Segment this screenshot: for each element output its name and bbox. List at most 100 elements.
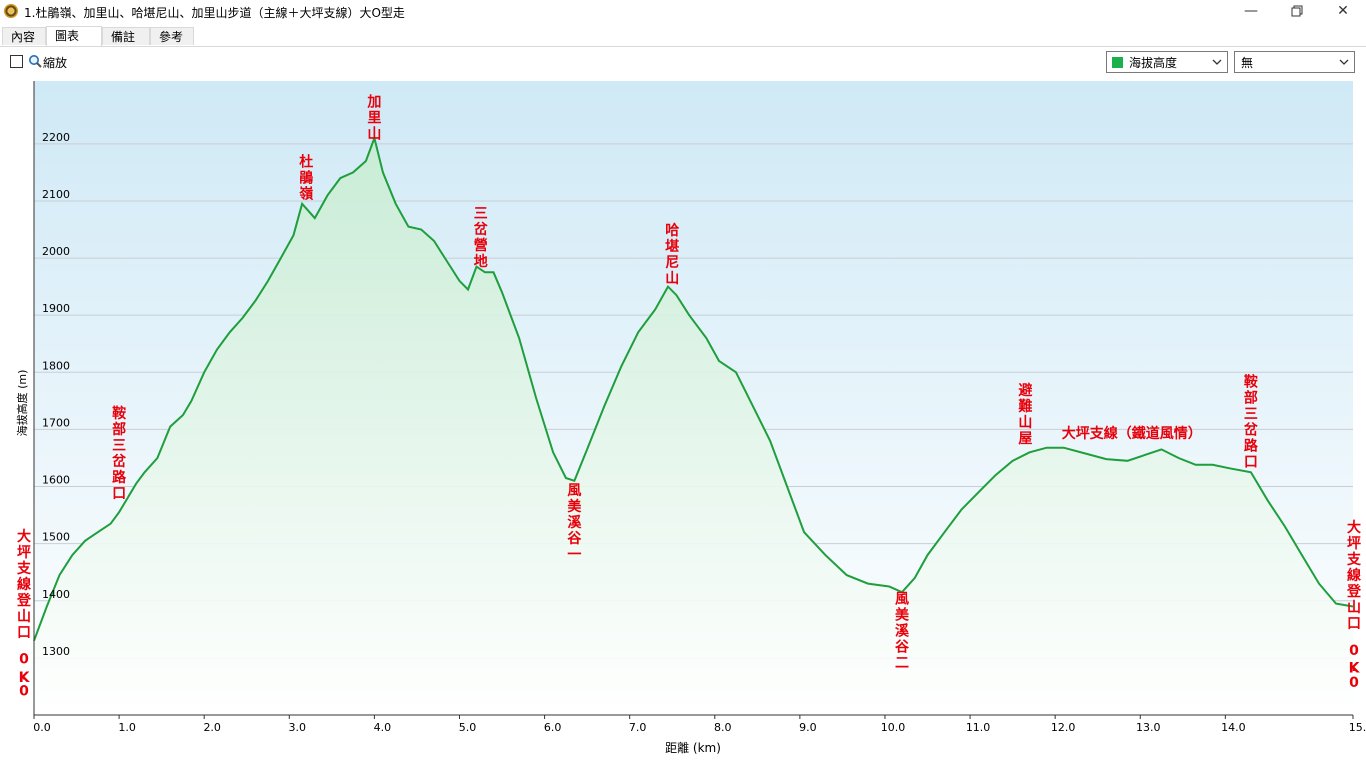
annotations: 大坪支線登山口0.0K鞍部三岔路口杜鵑嶺加里山三岔營地風美溪谷一哈堪尼山風美溪谷… (16, 95, 1362, 700)
annotation-label: 山 (367, 127, 381, 143)
annotation-label: 線 (1347, 567, 1361, 584)
annotation-label: 溪 (895, 623, 910, 640)
zoom-label: 縮放 (43, 56, 68, 70)
tab-chart[interactable]: 圖表 (46, 26, 102, 46)
x-tick-label: 6.0 (544, 721, 562, 734)
series-color-swatch (1112, 57, 1123, 68)
annotation-label: 路 (1244, 438, 1259, 455)
annotation-label: 岔 (474, 221, 489, 238)
zoom-checkbox[interactable] (10, 55, 23, 68)
annotation-label: . (1351, 659, 1356, 675)
tab-notes[interactable]: 備註 (102, 27, 150, 45)
annotation-label: 美 (895, 607, 910, 624)
y-tick-label: 1300 (42, 645, 70, 658)
annotation-label: 大 (17, 528, 31, 545)
annotation-label: 支 (1346, 551, 1362, 568)
x-tick-label: 14.0 (1221, 721, 1246, 734)
minimize-icon: — (1244, 3, 1258, 19)
annotation-label: 口 (17, 625, 31, 641)
x-tick-label: 10.0 (881, 721, 906, 734)
annotation-label: 登 (1346, 583, 1362, 600)
annotation-label: 山 (665, 271, 679, 287)
x-tick-label: 0.0 (33, 721, 51, 734)
annotation-label: 杜 (299, 154, 313, 171)
y-tick-label: 2100 (42, 188, 70, 201)
series-select-value: 海拔高度 (1129, 56, 1178, 70)
annotation-label: 堪 (665, 238, 679, 255)
annotation-label: 大坪支線（鐵道風情） (1062, 425, 1202, 442)
annotation-label: 谷 (567, 531, 582, 547)
annotation-label: 嶺 (299, 187, 314, 203)
annotation-label: 口 (1347, 616, 1361, 632)
annotation-label: 支 (16, 560, 32, 577)
series-select[interactable]: 海拔高度 (1106, 51, 1228, 73)
close-button[interactable]: ✕ (1320, 0, 1366, 24)
annotation-label: 難 (1018, 398, 1032, 415)
annotation-label: 岔 (1244, 422, 1259, 439)
x-tick-label: 11.0 (966, 721, 991, 734)
minimize-button[interactable]: — (1228, 0, 1274, 24)
chevron-down-icon (1212, 59, 1222, 65)
annotation-label: 鞍 (1244, 374, 1258, 391)
annotation-label: 部 (112, 421, 126, 438)
annotation-label: 加 (366, 95, 381, 111)
app-logo-icon (4, 4, 18, 18)
annotation-label: 部 (1244, 390, 1258, 407)
y-tick-label: 1500 (42, 531, 70, 544)
x-tick-label: 5.0 (459, 721, 477, 734)
annotation-label: 山 (17, 609, 31, 625)
annotation-label: K (1349, 661, 1361, 677)
elevation-line (33, 134, 1354, 642)
y-tick-label: 1600 (42, 474, 70, 487)
tab-content[interactable]: 內容 (2, 27, 46, 45)
annotation-label: 三 (112, 438, 126, 454)
x-axis-label: 距離 (km) (665, 741, 721, 755)
annotation-label: 0 (1349, 675, 1359, 691)
annotation-label: 尼 (665, 255, 679, 271)
annotation-label: 坪 (17, 545, 31, 561)
y-tick-label: 1900 (42, 302, 70, 315)
axes (33, 81, 1354, 719)
annotation-label: 山 (1018, 415, 1032, 431)
x-tick-label: 3.0 (289, 721, 307, 734)
annotation-label: 避 (1018, 382, 1032, 399)
x-tick-label: 8.0 (714, 721, 732, 734)
chevron-down-icon (1339, 59, 1349, 65)
annotation-label: 線 (17, 576, 31, 593)
annotation-label: 0 (19, 652, 29, 668)
tab-reference[interactable]: 參考 (150, 27, 194, 45)
annotation-label: 風 (567, 483, 581, 499)
x-tick-label: 7.0 (629, 721, 647, 734)
title-bar: 1.杜鵑嶺、加里山、哈堪尼山、加里山步道（主線＋大坪支線）大O型走 — ✕ (0, 0, 1366, 24)
annotation-label: 0 (19, 684, 29, 700)
y-tick-label: 2000 (42, 245, 70, 258)
x-tick-label: 2.0 (203, 721, 221, 734)
restore-button[interactable] (1274, 0, 1320, 24)
annotation-label: 三 (1244, 407, 1258, 423)
annotation-label: 一 (567, 547, 581, 563)
y-tick-label: 2200 (42, 131, 70, 144)
tick-labels: 1300 1400 1500 1600 1700 1800 1900 2000 2100 2200… (33, 131, 1366, 734)
annotation-label: 哈 (665, 222, 679, 239)
annotation-label: 口 (112, 486, 126, 502)
annotation-label: 風 (895, 592, 909, 608)
elevation-area (34, 138, 1353, 716)
magnifier-icon (29, 55, 42, 68)
elevation-chart-svg: 1300 1400 1500 1600 1700 1800 1900 2000 2100 2200… (15, 81, 1366, 755)
tab-bar: 內容 圖表 備註 參考 (0, 26, 1366, 47)
secondary-select[interactable]: 無 (1234, 51, 1355, 73)
y-axis-label: 海拔高度 (m) (15, 370, 29, 437)
annotation-label: K (19, 670, 31, 686)
annotation-label: 路 (112, 469, 127, 486)
close-icon: ✕ (1337, 3, 1349, 19)
annotation-label: 口 (1244, 455, 1258, 471)
annotation-label: 岔 (112, 453, 127, 470)
annotation-label: 大 (1347, 519, 1361, 536)
annotation-label: . (21, 668, 26, 684)
annotation-label: 鞍 (112, 405, 126, 422)
x-tick-label: 9.0 (799, 721, 817, 734)
secondary-select-value: 無 (1241, 56, 1254, 70)
elevation-chart[interactable]: 1300 1400 1500 1600 1700 1800 1900 2000 2100 2200… (0, 78, 1366, 768)
annotation-label: 里 (367, 111, 381, 127)
annotation-label: 鵑 (299, 170, 313, 187)
